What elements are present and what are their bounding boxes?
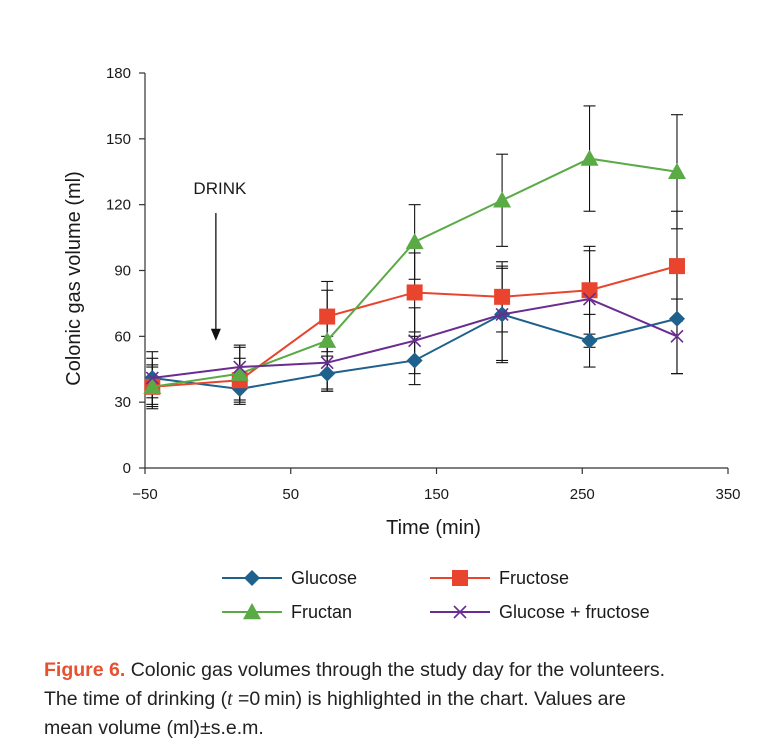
marker-stroke [670,329,684,343]
legend-entry: Fructose [430,568,569,588]
y-tick-label: 180 [106,65,131,82]
marker-stroke [495,307,509,321]
y-tick-label: 0 [123,460,131,477]
figure-caption: Figure 6. Colonic gas volumes through th… [44,656,760,743]
marker-stroke [453,605,467,619]
data-point [230,364,249,381]
x-tick-label: 250 [570,486,595,503]
series-fructan [143,149,686,395]
drink-annotation: DRINK [193,179,247,341]
legend-marker [244,570,260,586]
data-point [668,258,685,275]
x-tick-label: 150 [424,486,449,503]
marker-stroke [320,356,334,370]
marker-stroke [582,292,597,306]
data-point [145,371,159,385]
figure-label: Figure 6. [44,659,126,681]
legend-label: Fructose [499,568,569,588]
data-point [143,377,162,395]
caption-line-2-suffix: ) is highlighted in the chart. Values ar… [295,688,626,710]
legend-label: Glucose [291,568,357,588]
legend-entry: Fructan [222,602,352,622]
caption-line-2-prefix: The time of drinking ( [44,688,228,710]
data-point [668,310,685,327]
marker-stroke [233,360,247,374]
x-tick-label: −50 [132,486,157,503]
y-tick-label: 90 [114,263,131,280]
data-point [406,352,423,369]
marker-stroke [408,334,422,348]
data-point [405,232,424,250]
legend-marker [452,570,468,586]
x-tick-label: 350 [715,486,740,503]
data-point [319,365,336,382]
data-point [493,191,512,208]
data-point [494,288,511,305]
marker-stroke [145,371,159,385]
caption-line-3: mean volume (ml)±s.e.m. [44,717,264,739]
line-chart: 0 30 60 90 120 150 180 −50 50 150 250 350 Time (min)… [63,65,741,622]
legend: Glucose Fructose Fructan Glucose + fructose [222,568,650,622]
y-tick-label: 60 [114,328,131,345]
legend-marker [453,605,467,619]
y-axis-title: Colonic gas volume (ml) [63,171,85,386]
drink-label: DRINK [193,179,247,198]
legend-label: Fructan [291,602,352,622]
data-point [581,332,598,349]
caption-line-1-text: Colonic gas volumes through the study da… [125,659,666,681]
y-tick-label: 150 [106,131,131,148]
series-layer [143,105,686,410]
caption-line-1: Figure 6. Colonic gas volumes through th… [44,656,760,685]
x-tick-label: 50 [282,486,299,503]
caption-line-2-eq: =0 min [232,688,296,710]
data-point [580,149,599,166]
data-point [495,307,509,321]
axes: 0 30 60 90 120 150 180 −50 50 150 250 350 Time (min)… [63,65,741,539]
legend-marker [243,603,261,620]
data-point [667,162,686,179]
legend-entry: Glucose [222,568,357,588]
legend-label: Glucose + fructose [499,602,650,622]
data-point [318,331,337,348]
y-tick-label: 30 [114,394,131,411]
data-point [670,329,684,343]
caption-line-2: The time of drinking (t =0 min) is highl… [44,685,760,714]
y-tick-label: 120 [106,197,131,214]
data-point [320,356,334,370]
data-point [581,282,598,299]
data-point [319,308,336,325]
x-axis-title: Time (min) [386,517,481,539]
legend-entry: Glucose + fructose [430,602,650,622]
data-point [582,292,597,306]
drink-arrow-head [210,328,221,341]
data-point [406,284,423,301]
data-point [408,334,422,348]
data-point [233,360,247,374]
caption-variable-t: t [227,689,233,710]
series-glucose-fructose [145,292,684,385]
